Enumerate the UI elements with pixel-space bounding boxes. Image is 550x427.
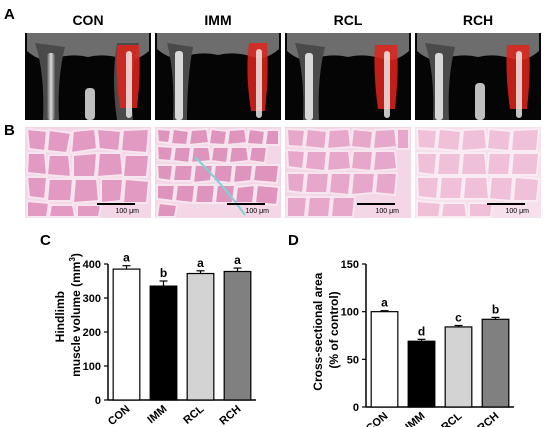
scale-bar [97,203,135,205]
panel-letter-d: D [288,232,299,249]
y-axis-label: Hindlimb muscle volume (mm3) [53,253,83,377]
scale-bar [487,203,525,205]
ct-image-rch [415,33,541,120]
histology-image-rcl: 100 μm [285,127,411,218]
histology-image-imm: 100 μm [155,127,281,218]
x-tick-label: RCH [217,403,243,427]
group-label-rcl: RCL [333,12,363,28]
group-label-rch: RCH [462,12,494,28]
significance-letter: a [123,251,130,265]
ct-image-rcl [285,33,411,120]
y-tick-label: 200 [83,327,101,339]
bar-rcl [186,272,215,401]
x-tick-label: RCL [181,403,206,427]
significance-letter: b [160,266,167,280]
y-tick-label: 400 [83,259,101,271]
x-tick-label: IMM [145,403,169,426]
significance-letter: a [234,253,241,267]
histology-image-con: 100 μm [25,127,151,218]
scale-bar [227,203,265,205]
bar-imm [149,285,178,401]
bar-con [112,268,141,401]
significance-letter: a [197,256,204,270]
histology-image-rch: 100 μm [415,127,541,218]
panel-letter-c: C [40,232,51,249]
scale-bar-label: 100 μm [115,208,140,215]
group-label-imm: IMM [204,12,232,28]
ct-image-con [25,33,151,120]
scale-bar-label: 100 μm [245,208,270,215]
scale-bar-label: 100 μm [375,208,400,215]
panel-letter-b: B [4,122,15,139]
group-label-con: CON [72,12,104,28]
panel-letter-a: A [4,6,15,23]
y-tick-label: 100 [83,361,101,373]
y-tick-label: 300 [83,293,101,305]
bar-rch [223,270,252,401]
y-tick-label: 0 [95,395,101,407]
ct-image-imm [155,33,281,120]
scale-bar-label: 100 μm [505,208,530,215]
x-tick-label: CON [106,403,132,427]
scale-bar [357,203,395,205]
